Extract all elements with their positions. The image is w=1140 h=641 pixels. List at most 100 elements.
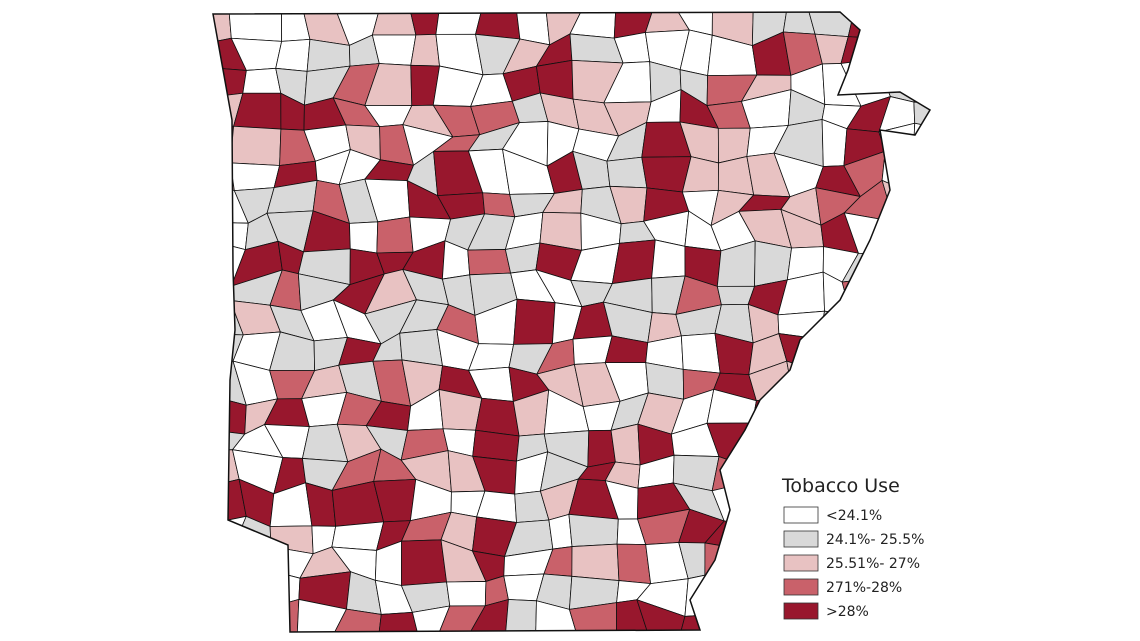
region <box>912 151 930 196</box>
legend-label: <24.1% <box>826 508 882 524</box>
region <box>757 580 789 613</box>
region <box>818 338 861 373</box>
region <box>644 12 691 33</box>
region <box>213 156 235 192</box>
region <box>235 538 272 576</box>
region <box>852 392 880 435</box>
legend-label: 271%-28% <box>826 580 902 596</box>
region <box>467 249 512 276</box>
region <box>349 221 379 254</box>
region <box>242 67 282 94</box>
region <box>889 210 927 256</box>
region <box>917 359 930 398</box>
region <box>436 605 486 632</box>
region <box>513 298 556 345</box>
region <box>371 12 417 36</box>
region <box>821 399 854 434</box>
region <box>754 240 793 287</box>
region <box>331 521 385 551</box>
region <box>466 599 509 632</box>
legend-label: 24.1%- 25.5% <box>826 532 924 548</box>
region <box>913 62 930 106</box>
legend-swatch <box>783 554 819 572</box>
region <box>881 179 917 223</box>
region <box>410 33 440 67</box>
region <box>535 600 579 632</box>
state-outline <box>212 11 932 633</box>
region <box>874 432 930 460</box>
region <box>231 607 281 632</box>
legend-title: Tobacco Use <box>781 475 900 497</box>
region <box>920 310 930 341</box>
region <box>377 611 420 632</box>
region <box>920 32 930 73</box>
region <box>881 12 929 40</box>
legend: Tobacco Use <24.1% 24.1%- 25.5% 25.51%- 27… <box>781 475 924 620</box>
region <box>504 599 537 632</box>
region <box>912 607 930 632</box>
region <box>851 363 896 401</box>
region <box>887 241 927 278</box>
region <box>875 32 922 64</box>
region <box>228 12 283 42</box>
region <box>911 210 930 253</box>
region <box>371 34 417 66</box>
region <box>919 338 930 362</box>
legend-label: 25.51%- 27% <box>826 556 920 572</box>
legend-swatch <box>783 506 819 524</box>
region <box>611 239 656 285</box>
region <box>229 125 282 166</box>
region <box>738 609 791 632</box>
legend-swatch <box>783 530 819 548</box>
region <box>446 581 487 607</box>
region <box>880 313 925 341</box>
region <box>880 339 930 365</box>
region <box>919 241 930 279</box>
legend-label: >28% <box>826 604 869 620</box>
region <box>917 389 930 437</box>
region <box>587 429 616 468</box>
legend-swatch <box>783 602 819 620</box>
region <box>610 423 641 466</box>
region <box>926 432 930 460</box>
region <box>819 369 860 407</box>
region <box>213 605 237 632</box>
region <box>571 543 620 582</box>
region <box>704 574 759 615</box>
region <box>920 12 930 46</box>
region <box>213 515 247 546</box>
region <box>909 485 930 517</box>
region <box>920 450 930 490</box>
region <box>616 543 652 585</box>
region <box>684 574 724 617</box>
region <box>568 513 619 547</box>
region <box>435 12 483 35</box>
region <box>231 569 268 609</box>
region <box>229 162 281 192</box>
region <box>213 271 232 302</box>
legend-swatch <box>783 578 819 596</box>
region <box>296 598 348 632</box>
region <box>213 571 237 609</box>
region <box>819 424 855 453</box>
region <box>411 605 451 632</box>
region <box>636 599 686 632</box>
region <box>911 191 930 221</box>
region <box>330 608 382 632</box>
region <box>213 221 249 251</box>
region <box>743 458 788 494</box>
region <box>881 607 923 632</box>
region <box>616 599 650 632</box>
region <box>777 421 823 460</box>
region <box>711 456 749 492</box>
region <box>721 611 759 632</box>
region <box>858 338 896 370</box>
region <box>275 38 311 72</box>
region <box>548 513 573 550</box>
region <box>678 613 724 632</box>
region <box>887 275 925 317</box>
region <box>213 125 235 164</box>
region <box>750 550 789 585</box>
